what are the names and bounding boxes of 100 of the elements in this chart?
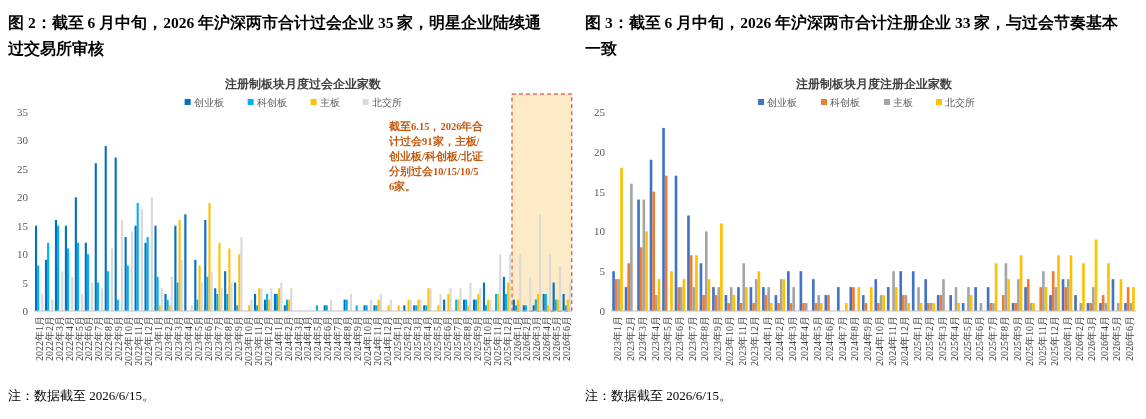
bar [76,242,80,311]
x-tick-label: 2026年5月 [551,316,563,361]
x-tick-label: 2025年6月 [974,316,986,361]
x-tick-label: 2024年7月 [836,316,848,361]
bar [184,214,187,311]
bar [692,287,696,311]
x-tick-label: 2023年9月 [711,316,723,361]
x-tick-label: 2025年2月 [924,316,936,361]
bar [792,287,795,311]
bar [704,231,708,311]
bar [71,276,74,311]
x-tick-label: 2023年10月 [242,316,254,366]
bar [1116,303,1120,311]
x-tick-label: 2025年12月 [501,316,513,366]
x-tick-label: 2022年10月 [123,316,135,366]
y-tick-label: 0 [22,305,29,318]
x-tick-label: 2025年12月 [1049,316,1061,366]
bar [720,223,723,311]
x-tick-label: 2024年9月 [861,316,873,361]
bar [280,282,283,311]
x-tick-label: 2022年11月 [133,316,145,366]
x-tick-label: 2023年2月 [624,316,636,361]
bar [655,295,658,311]
bar [74,197,77,311]
x-tick-label: 2024年11月 [886,316,898,366]
bar [224,271,227,311]
bar [1091,287,1095,311]
y-tick-label: 15 [17,219,29,232]
x-tick-label: 2023年6月 [674,316,686,361]
bar [1049,295,1052,311]
bar [214,288,217,311]
legend-label: 主板 [893,97,913,108]
bar [787,271,790,311]
bar [66,248,70,311]
bar [204,220,207,311]
bar [499,254,502,311]
x-tick-label: 2022年6月 [83,316,95,361]
bar [819,303,823,311]
bar [662,127,665,311]
x-tick-label: 2023年3月 [637,316,649,361]
bar [1024,287,1027,311]
bar [762,287,765,311]
bar [548,254,552,311]
bar [101,288,104,311]
bar [745,287,748,311]
x-tick-label: 2022年7月 [93,316,105,361]
x-tick-label: 2024年10月 [874,316,886,366]
x-tick-label: 2026年1月 [511,316,523,361]
bar [919,303,923,311]
x-tick-label: 2023年5月 [662,316,673,361]
bar [612,271,615,311]
x-tick-label: 2022年1月 [33,316,45,361]
bar [230,282,233,311]
x-tick-label: 2026年6月 [561,316,573,361]
bar [240,237,243,311]
x-tick-label: 2024年5月 [312,316,324,361]
bar [198,265,201,311]
x-tick-label: 2023年11月 [736,316,748,366]
bar [200,282,203,311]
bar [1124,303,1127,311]
bar [35,225,38,311]
bar [104,146,107,311]
bar [144,242,147,311]
chart-title: 图 3：截至 6 月中旬，2026 年沪深两市合计注册企业 33 家，与过会节奏基本一致 [585,13,1120,57]
x-tick-label: 2023年10月 [724,316,736,366]
bar [84,242,87,311]
bar [86,254,89,311]
y-tick-label: 5 [22,276,29,289]
x-tick-label: 2024年4月 [302,316,314,361]
bar [91,282,94,311]
x-tick-label: 2026年4月 [1098,316,1110,361]
x-tick-label: 2022年12月 [143,316,155,366]
bar [620,167,623,311]
bar [770,303,773,311]
bar [290,288,293,311]
bar [630,183,633,311]
bar [228,248,231,311]
chart-subtitle: 注册制板块月度过会企业家数 [224,77,382,91]
bar [844,303,848,311]
bar [1051,271,1055,311]
chart-subtitle: 注册制板块月度注册企业家数 [794,77,953,91]
bar [469,282,472,311]
bar [942,279,945,311]
bar [817,295,820,311]
bar [1067,279,1070,311]
x-tick-label: 2025年3月 [936,316,948,361]
bar [509,254,512,311]
bar [637,199,640,311]
bar [836,287,840,311]
x-tick-label: 2024年4月 [799,316,811,361]
bar [907,303,911,311]
bar [47,242,50,311]
bar [1132,287,1135,311]
bar [702,295,705,311]
bar [218,242,221,311]
bar [146,237,149,311]
bar [154,225,157,311]
bar [886,287,890,311]
x-tick-label: 2023年1月 [153,316,165,361]
bar [645,231,648,311]
